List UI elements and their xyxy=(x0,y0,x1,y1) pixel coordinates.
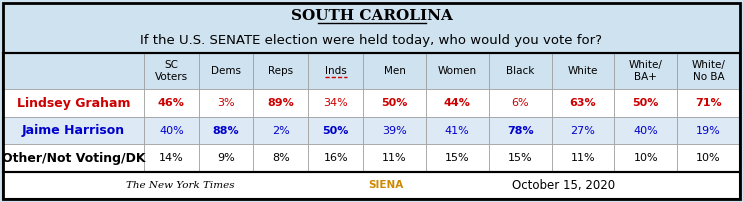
Bar xyxy=(3,3,740,53)
Text: 15%: 15% xyxy=(445,153,470,163)
Bar xyxy=(426,117,489,144)
Bar xyxy=(426,144,489,172)
Bar xyxy=(308,144,363,172)
Bar xyxy=(253,89,308,117)
Bar xyxy=(551,89,614,117)
Bar xyxy=(3,117,144,144)
Text: 11%: 11% xyxy=(382,153,406,163)
Bar xyxy=(144,53,198,89)
Bar xyxy=(489,144,551,172)
Text: 10%: 10% xyxy=(696,153,721,163)
Bar xyxy=(614,53,677,89)
Text: 46%: 46% xyxy=(158,98,185,108)
Bar xyxy=(677,53,740,89)
Bar xyxy=(253,117,308,144)
Text: 34%: 34% xyxy=(323,98,348,108)
Text: 40%: 40% xyxy=(633,126,658,136)
Bar xyxy=(144,89,198,117)
Bar xyxy=(3,172,740,199)
Bar xyxy=(363,89,426,117)
Bar xyxy=(198,89,253,117)
Text: Women: Women xyxy=(438,66,477,76)
Bar xyxy=(677,117,740,144)
Bar xyxy=(3,53,740,172)
Text: 27%: 27% xyxy=(571,126,595,136)
Bar xyxy=(551,53,614,89)
Bar xyxy=(489,89,551,117)
Bar xyxy=(198,53,253,89)
Bar xyxy=(144,117,198,144)
Text: 3%: 3% xyxy=(217,98,235,108)
Text: 9%: 9% xyxy=(217,153,235,163)
Text: 8%: 8% xyxy=(272,153,290,163)
Text: Dems: Dems xyxy=(211,66,241,76)
Bar xyxy=(363,144,426,172)
Text: 2%: 2% xyxy=(272,126,290,136)
Text: Inds: Inds xyxy=(325,66,346,76)
Text: 14%: 14% xyxy=(159,153,184,163)
Text: Other/Not Voting/DK: Other/Not Voting/DK xyxy=(1,152,145,165)
Text: White/
BA+: White/ BA+ xyxy=(629,60,663,82)
Text: 63%: 63% xyxy=(570,98,596,108)
Text: SC
Voters: SC Voters xyxy=(155,60,188,82)
Text: 15%: 15% xyxy=(507,153,533,163)
Bar xyxy=(489,117,551,144)
Text: 6%: 6% xyxy=(511,98,529,108)
Text: White/
No BA: White/ No BA xyxy=(692,60,725,82)
Bar xyxy=(426,53,489,89)
Bar xyxy=(551,144,614,172)
Bar xyxy=(3,89,144,117)
Text: Men: Men xyxy=(383,66,406,76)
Bar xyxy=(489,53,551,89)
Text: 10%: 10% xyxy=(634,153,658,163)
Text: October 15, 2020: October 15, 2020 xyxy=(512,179,614,192)
Text: 50%: 50% xyxy=(322,126,349,136)
Text: Black: Black xyxy=(506,66,534,76)
Text: SIENA: SIENA xyxy=(369,181,404,190)
Text: 40%: 40% xyxy=(159,126,184,136)
Bar xyxy=(363,53,426,89)
Text: 39%: 39% xyxy=(382,126,407,136)
Text: 88%: 88% xyxy=(212,126,239,136)
Bar xyxy=(198,144,253,172)
Text: 78%: 78% xyxy=(507,126,533,136)
Text: 71%: 71% xyxy=(695,98,722,108)
Bar xyxy=(426,89,489,117)
Bar xyxy=(614,117,677,144)
Bar xyxy=(198,117,253,144)
Text: 19%: 19% xyxy=(696,126,721,136)
Text: 11%: 11% xyxy=(571,153,595,163)
Bar xyxy=(308,89,363,117)
Text: 44%: 44% xyxy=(444,98,471,108)
Text: 50%: 50% xyxy=(632,98,659,108)
Bar xyxy=(3,144,144,172)
Text: Jaime Harrison: Jaime Harrison xyxy=(22,124,125,137)
Text: 41%: 41% xyxy=(445,126,470,136)
Text: White: White xyxy=(568,66,598,76)
Text: Lindsey Graham: Lindsey Graham xyxy=(17,97,130,109)
Text: 50%: 50% xyxy=(381,98,408,108)
Bar xyxy=(677,144,740,172)
Bar xyxy=(677,89,740,117)
Bar xyxy=(253,144,308,172)
Bar xyxy=(363,117,426,144)
Bar xyxy=(614,144,677,172)
Text: 89%: 89% xyxy=(267,98,294,108)
Bar xyxy=(253,53,308,89)
Text: SOUTH CAROLINA: SOUTH CAROLINA xyxy=(291,9,452,23)
Bar xyxy=(144,144,198,172)
Bar xyxy=(614,89,677,117)
Text: If the U.S. SENATE election were held today, who would you vote for?: If the U.S. SENATE election were held to… xyxy=(140,34,603,47)
Text: Reps: Reps xyxy=(268,66,293,76)
Text: The New York Times: The New York Times xyxy=(126,181,234,190)
Bar xyxy=(308,117,363,144)
Bar xyxy=(3,53,144,89)
Text: 16%: 16% xyxy=(323,153,348,163)
Bar xyxy=(551,117,614,144)
Bar xyxy=(308,53,363,89)
